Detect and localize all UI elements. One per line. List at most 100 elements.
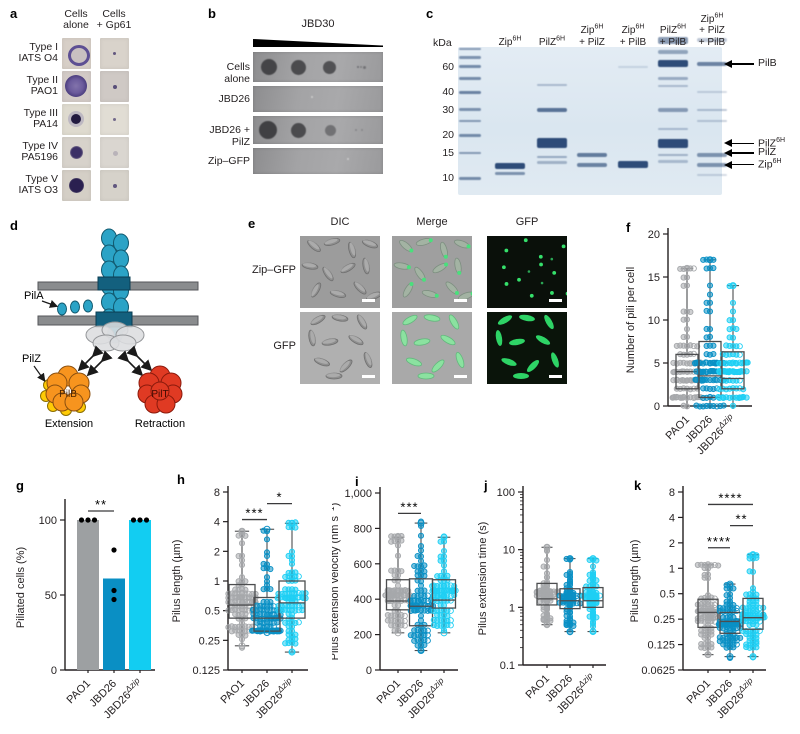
residual-spot: [113, 85, 117, 89]
spot-image-cells-gp61: [100, 137, 129, 168]
phage-spot: [68, 45, 90, 66]
gel-band: [658, 160, 688, 163]
gel-band: [697, 163, 727, 167]
gel-band: [697, 90, 727, 94]
gel-band: [697, 173, 727, 177]
dilution-wedge: [253, 39, 383, 47]
svg-text:0.125: 0.125: [647, 640, 675, 652]
panel-h-letter: h: [177, 472, 185, 487]
box: [431, 533, 457, 637]
gel-band: [618, 161, 648, 168]
panel-c-letter: c: [426, 6, 434, 21]
gel-image: [458, 36, 727, 195]
svg-text:4: 4: [214, 517, 220, 529]
gel-band: [459, 133, 481, 137]
gel-band: [577, 153, 607, 157]
ladder-weight: 10: [442, 172, 454, 184]
svg-text:0: 0: [51, 665, 57, 677]
row-label: Type IV PA5196: [21, 140, 58, 163]
gel-lane-header: Zip6H: [498, 35, 522, 48]
panel-a-spot-assay: Cells alone Cells + Gp61 Type I IATS O4 Type I…: [8, 4, 204, 210]
scale-bar: [454, 299, 467, 302]
ladder-weight: 40: [442, 86, 454, 99]
spot-image-cells-gp61: [100, 104, 129, 135]
gel-band: [658, 60, 688, 68]
panel-j-letter: j: [484, 478, 488, 493]
speck: [347, 158, 349, 160]
dilution-strip: [253, 148, 383, 174]
column-header: Cells alone: [63, 8, 89, 31]
row-label: Type I IATS O4: [18, 41, 58, 64]
dilution-row-label: JBD26: [218, 93, 250, 105]
significance-marks: ***: [398, 499, 421, 514]
micrograph-column-header: GFP: [515, 216, 539, 228]
phage-title: JBD30: [301, 18, 335, 30]
ladder-weight: 60: [442, 60, 454, 73]
dilution-strip: [253, 86, 383, 112]
phage-spot: [71, 114, 81, 124]
scale-bar: [549, 375, 562, 378]
svg-text:***: ***: [245, 506, 263, 521]
chart-g: 0 50 100 Piliated cells (%) PAO1JBD26JBD26Δz…: [15, 497, 155, 721]
data-points: [694, 561, 722, 658]
band-arrow: [730, 152, 754, 154]
kda-label: kDa: [433, 37, 452, 49]
y-ticks: 0 50 100: [39, 515, 65, 677]
svg-text:2: 2: [669, 538, 675, 550]
axes: [682, 486, 766, 671]
pilz-label: PilZ: [22, 353, 41, 365]
bacteria: [308, 314, 373, 380]
band-arrow: [730, 63, 754, 65]
gel-band: [459, 56, 481, 59]
phage-plaque: [361, 129, 363, 131]
exchange-arrows: [77, 345, 153, 377]
phage-plaque: [259, 121, 277, 139]
box: [408, 519, 434, 655]
data-points: [407, 518, 437, 654]
svg-text:50: 50: [45, 590, 57, 602]
box: [536, 543, 558, 629]
pilb-hexamer: [45, 365, 91, 412]
phage-spot: [70, 146, 83, 159]
spot-image-cells-alone: [62, 104, 91, 135]
panel-b-phage-dilution: JBD30 Cells alone JBD26 JBD26 + PilZ Zip–GFP: [204, 4, 420, 206]
phage-plaque: [360, 66, 362, 68]
micrograph-gfp-gfp: [487, 312, 567, 384]
y-axis-label: Number of pili per cell: [625, 267, 637, 373]
band-label: PilB: [758, 57, 777, 70]
pila-monomers: [57, 299, 93, 316]
gel-band: [697, 38, 727, 43]
bacteria: [393, 238, 472, 301]
svg-text:0: 0: [366, 665, 372, 677]
gel-band: [537, 161, 567, 164]
y-ticks: 8 4 2 1 0.5 0.25 0.125 0.0625: [641, 487, 683, 677]
box: [278, 519, 306, 656]
svg-text:10: 10: [503, 545, 515, 557]
gel-lane-header: PilZ6H + PilB: [659, 24, 687, 48]
significance-marks: ****: [242, 490, 292, 521]
band-arrowhead: [724, 148, 732, 157]
dilution-row-label: Zip–GFP: [207, 155, 250, 167]
gel-band: [658, 138, 688, 148]
svg-text:0.5: 0.5: [660, 589, 675, 601]
chart-k: 8 4 2 1 0.5 0.25 0.125 0.0625 Pilus length (µm) P…: [629, 486, 768, 721]
ladder-weight: 20: [442, 129, 454, 142]
y-ticks: 0 5 10 15 20: [648, 229, 668, 413]
ladder-weight: 15: [442, 146, 454, 159]
y-axis-label: Pilus length (µm): [171, 540, 183, 623]
svg-text:100: 100: [497, 487, 515, 499]
svg-text:0: 0: [654, 401, 660, 413]
svg-text:4: 4: [669, 512, 675, 524]
micrograph-zipgfp-dic: [300, 236, 380, 308]
y-ticks: 8 4 2 1 0.5 0.25 0.125: [192, 487, 228, 677]
spot-image-cells-alone: [62, 137, 91, 168]
axes: [379, 487, 458, 671]
svg-text:1: 1: [509, 602, 515, 614]
y-ticks: 100 10 1 0.1: [497, 487, 523, 672]
svg-text:15: 15: [648, 272, 660, 284]
svg-text:800: 800: [354, 523, 372, 535]
svg-text:*: *: [276, 490, 282, 505]
